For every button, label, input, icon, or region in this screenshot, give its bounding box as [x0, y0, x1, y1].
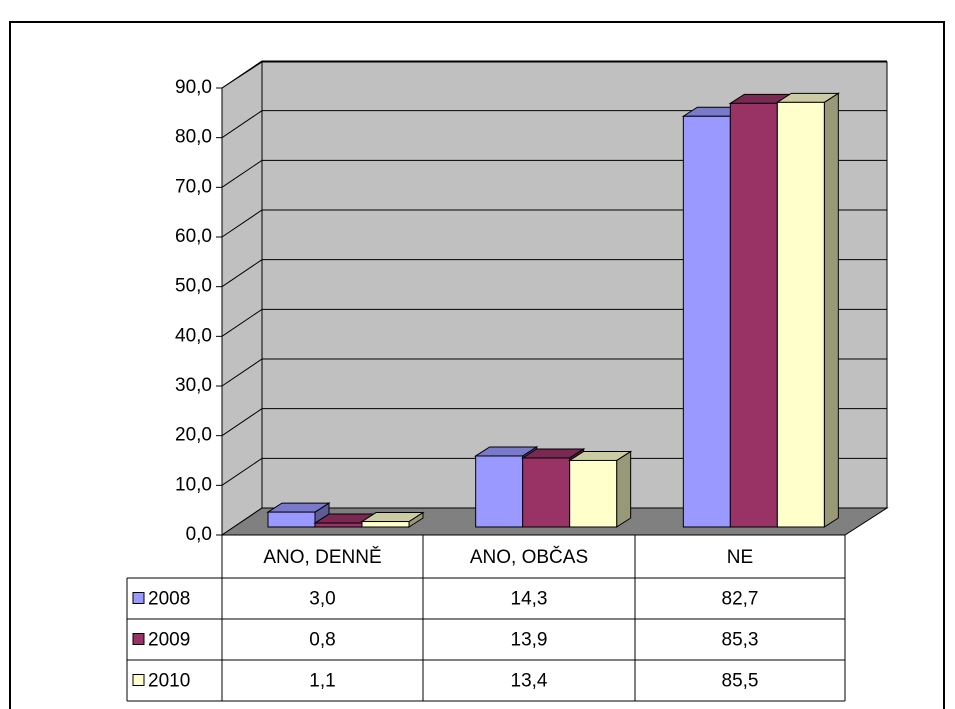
value-label: 13,9	[511, 630, 548, 651]
legend-key	[132, 592, 145, 604]
value-label: 85,5	[722, 671, 759, 692]
bar	[729, 102, 778, 528]
grid-line	[221, 358, 887, 387]
bar	[475, 455, 524, 528]
y-tick-label: 70,0	[175, 176, 212, 197]
grid-line	[221, 259, 887, 288]
bar	[682, 115, 731, 528]
category-label: NE	[727, 547, 753, 568]
bar	[776, 101, 825, 528]
legend-label: 2010	[148, 671, 190, 692]
grid-line	[221, 308, 887, 337]
y-tick-label: 90,0	[175, 77, 212, 98]
grid-line	[221, 60, 887, 89]
y-tick-label: 20,0	[175, 425, 212, 446]
grid-line	[221, 110, 887, 139]
value-label: 0,8	[309, 630, 335, 651]
grid-line	[221, 408, 887, 437]
value-label: 85,3	[722, 630, 759, 651]
bar	[267, 511, 316, 528]
y-tick-label: 30,0	[175, 375, 212, 396]
y-tick-label: 50,0	[175, 276, 212, 297]
bar-side	[616, 450, 632, 528]
legend-key	[132, 633, 145, 645]
grid-line	[221, 457, 887, 486]
legend-label: 2008	[148, 589, 190, 610]
value-label: 14,3	[511, 589, 548, 610]
value-label: 82,7	[722, 589, 759, 610]
value-label: 13,4	[511, 671, 548, 692]
bar	[569, 459, 618, 528]
category-label: ANO, DENNĚ	[263, 546, 381, 568]
grid-line	[221, 209, 887, 238]
value-label: 3,0	[309, 589, 335, 610]
legend-label: 2009	[148, 630, 190, 651]
side-wall	[221, 61, 263, 536]
y-tick-label: 80,0	[175, 127, 212, 148]
y-tick-label: 0,0	[186, 524, 212, 545]
category-label: ANO, OBČAS	[470, 546, 588, 568]
y-tick-label: 10,0	[175, 474, 212, 495]
bar	[522, 457, 571, 528]
y-tick-label: 40,0	[175, 325, 212, 346]
grid-line	[221, 159, 887, 188]
legend-key	[132, 674, 145, 686]
bar	[314, 522, 363, 528]
bar	[361, 521, 410, 528]
value-label: 1,1	[309, 671, 335, 692]
y-tick-label: 60,0	[175, 226, 212, 247]
bar-side	[823, 92, 839, 528]
